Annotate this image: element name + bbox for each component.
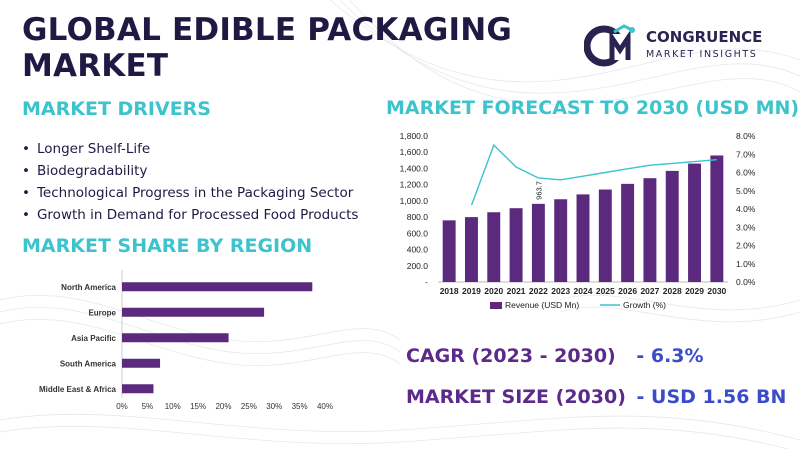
x-tick-label: 30% <box>266 402 282 411</box>
y-right-tick-label: 2.0% <box>736 241 756 251</box>
logo-mark-icon <box>583 24 635 67</box>
revenue-bar <box>643 178 657 282</box>
region-label: Asia Pacific <box>71 334 116 343</box>
x-tick-label: 2022 <box>529 286 548 296</box>
legend-revenue-swatch <box>490 302 502 309</box>
revenue-bar <box>487 212 501 282</box>
driver-item: Biodegradability <box>22 160 358 182</box>
driver-item: Technological Progress in the Packaging … <box>22 182 358 204</box>
revenue-bar <box>531 203 545 282</box>
region-label: North America <box>61 283 116 292</box>
growth-line <box>470 143 717 206</box>
x-tick-label: 15% <box>190 402 206 411</box>
cagr-value: - 6.3% <box>636 345 704 367</box>
drivers-list: Longer Shelf-Life Biodegradability Techn… <box>22 138 358 226</box>
revenue-bar <box>442 220 456 282</box>
page-title: GLOBAL EDIBLE PACKAGING MARKET <box>22 12 513 84</box>
x-tick-label: 2023 <box>551 286 570 296</box>
legend-growth-label: Growth (%) <box>623 300 666 310</box>
x-tick-label: 2021 <box>507 286 526 296</box>
y-left-tick-label: 1,800.0 <box>400 131 429 141</box>
driver-item: Growth in Demand for Processed Food Prod… <box>22 204 358 226</box>
forecast-chart: - 200.0 400.0 600.0 800.0 1,000.0 1,200.0 1,400… <box>400 131 756 310</box>
logo-tagline: MARKET INSIGHTS <box>646 49 758 60</box>
revenue-bar <box>464 217 478 282</box>
region-bar <box>122 282 313 292</box>
y-right-tick-label: 6.0% <box>736 168 756 178</box>
x-tick-label: 10% <box>165 402 181 411</box>
region-bar <box>122 333 229 343</box>
x-tick-label: 40% <box>317 402 333 411</box>
revenue-bar <box>598 189 612 282</box>
revenue-bar <box>710 155 724 282</box>
region-label: Middle East & Africa <box>39 385 117 394</box>
region-label: Europe <box>88 308 116 317</box>
region-label: South America <box>60 359 117 368</box>
x-tick-label: 2019 <box>462 286 481 296</box>
revenue-bar <box>554 199 568 282</box>
y-right-tick-label: 5.0% <box>736 186 756 196</box>
x-tick-label: 5% <box>142 402 154 411</box>
drivers-heading: MARKET DRIVERS <box>22 98 211 120</box>
x-tick-label: 2020 <box>484 286 503 296</box>
data-label: 963.7 <box>534 181 543 200</box>
x-tick-label: 35% <box>292 402 308 411</box>
y-left-tick-label: 1,600.0 <box>400 147 429 157</box>
x-tick-label: 2027 <box>640 286 659 296</box>
region-bar <box>122 384 154 394</box>
y-right-tick-label: 4.0% <box>736 204 756 214</box>
region-share-chart: North America Europe Asia Pacific South Ame… <box>39 270 333 411</box>
y-left-tick-label: 600.0 <box>407 228 429 238</box>
logo-name: CONGRUENCE <box>646 28 763 46</box>
forecast-heading: MARKET FORECAST TO 2030 (USD MN) <box>386 97 800 119</box>
y-left-tick-label: 200.0 <box>407 261 429 271</box>
x-tick-label: 2018 <box>440 286 459 296</box>
x-tick-label: 20% <box>215 402 231 411</box>
driver-item: Longer Shelf-Life <box>22 138 358 160</box>
legend-revenue-label: Revenue (USD Mn) <box>505 300 579 310</box>
cagr-label: CAGR (2023 - 2030) <box>406 345 616 367</box>
market-size-kpi: MARKET SIZE (2030) - USD 1.56 BN <box>406 386 786 408</box>
y-left-tick-label: - <box>425 277 428 287</box>
y-left-tick-label: 1,200.0 <box>400 180 429 190</box>
x-tick-label: 2025 <box>596 286 615 296</box>
x-tick-label: 2024 <box>574 286 593 296</box>
revenue-bar <box>688 163 702 282</box>
y-right-tick-label: 1.0% <box>736 259 756 269</box>
region-bar <box>122 307 265 317</box>
x-tick-label: 2028 <box>663 286 682 296</box>
revenue-bar <box>621 183 635 282</box>
x-tick-label: 2026 <box>618 286 637 296</box>
x-tick-label: 2029 <box>685 286 704 296</box>
revenue-bar <box>509 208 523 282</box>
y-left-tick-label: 400.0 <box>407 245 429 255</box>
y-left-tick-label: 1,400.0 <box>400 163 429 173</box>
cagr-kpi: CAGR (2023 - 2030) - 6.3% <box>406 345 704 367</box>
x-tick-label: 0% <box>116 402 128 411</box>
y-right-tick-label: 3.0% <box>736 222 756 232</box>
market-size-label: MARKET SIZE (2030) <box>406 386 626 408</box>
y-right-tick-label: 7.0% <box>736 149 756 159</box>
y-left-tick-label: 1,000.0 <box>400 196 429 206</box>
brand-logo: CONGRUENCE MARKET INSIGHTS <box>583 22 784 68</box>
y-left-tick-label: 800.0 <box>407 212 429 222</box>
x-tick-label: 2030 <box>707 286 726 296</box>
market-size-value: - USD 1.56 BN <box>636 386 787 408</box>
y-right-tick-label: 8.0% <box>736 131 756 141</box>
share-heading: MARKET SHARE BY REGION <box>22 235 313 257</box>
revenue-bar <box>576 194 590 282</box>
x-tick-label: 25% <box>241 402 257 411</box>
y-right-tick-label: 0.0% <box>736 277 756 287</box>
region-bar <box>122 358 161 368</box>
revenue-bar <box>665 170 679 282</box>
